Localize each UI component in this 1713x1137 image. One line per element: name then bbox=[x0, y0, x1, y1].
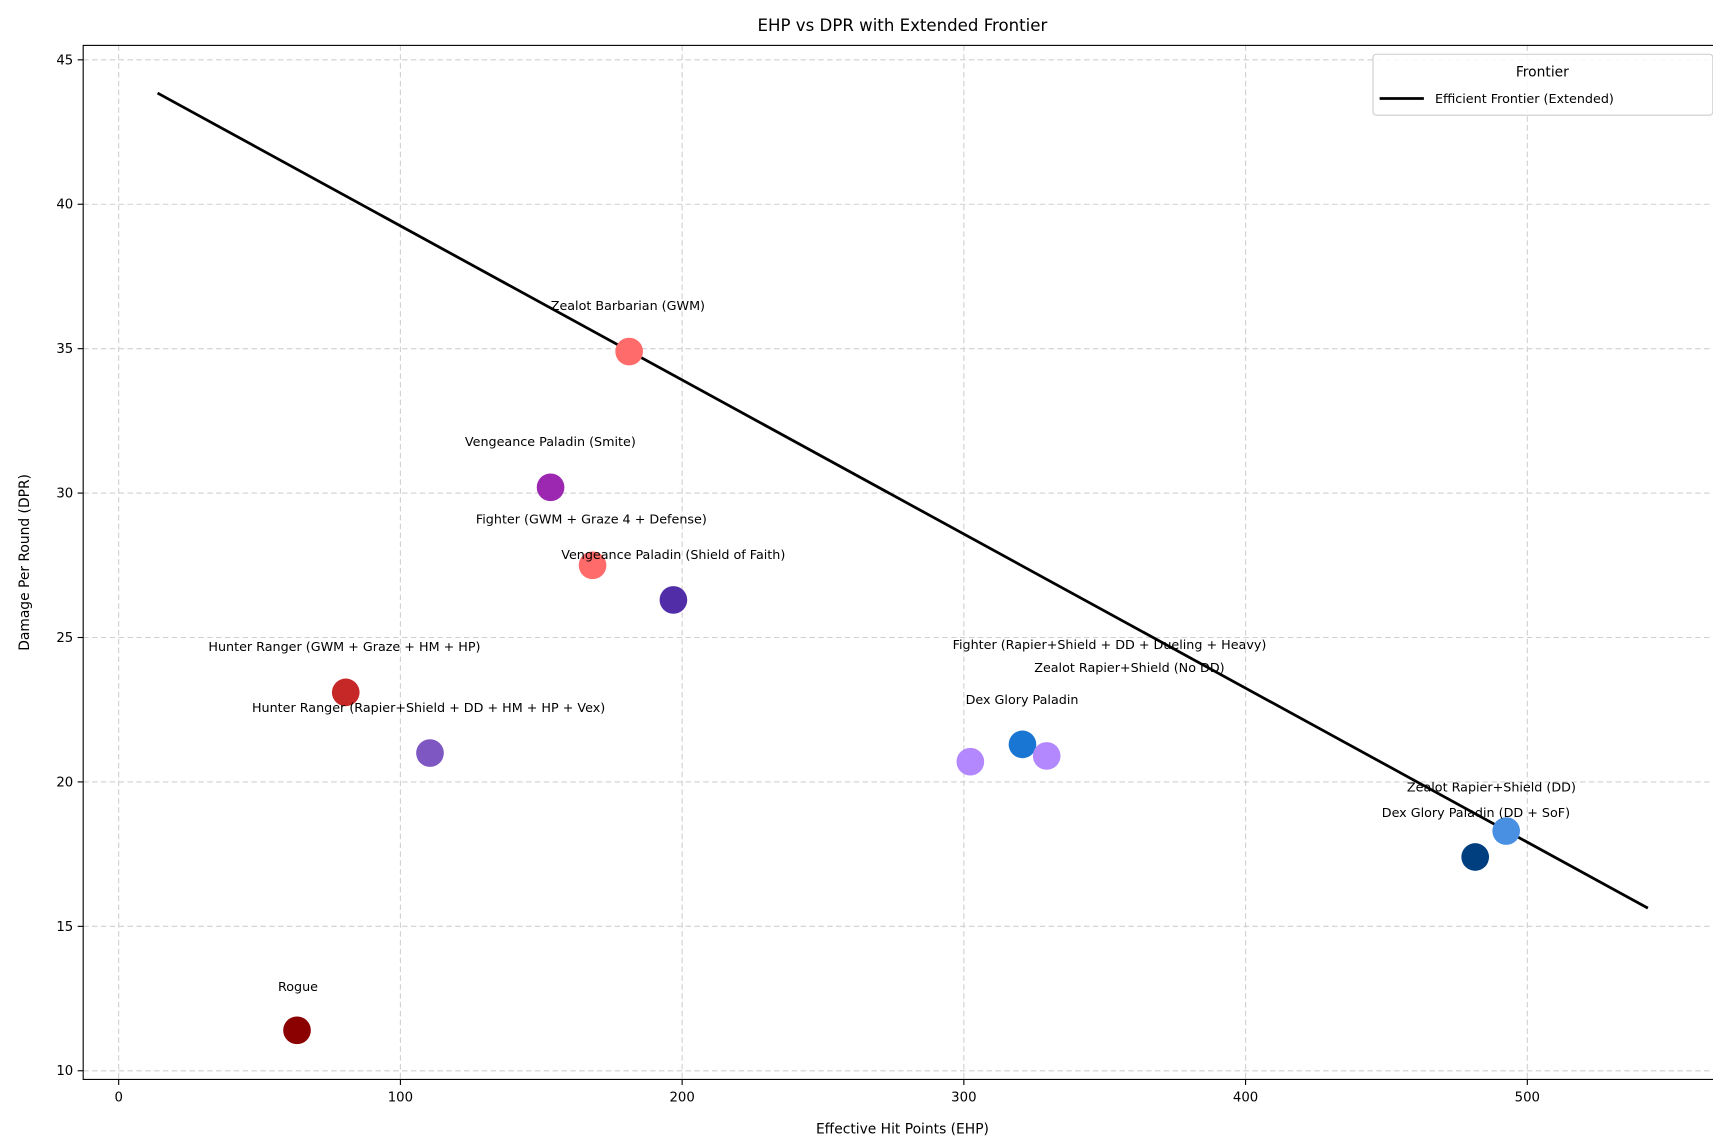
data-point bbox=[331, 678, 360, 707]
x-axis-label: Effective Hit Points (EHP) bbox=[816, 1122, 989, 1137]
point-label: Fighter (Rapier+Shield + DD + Dueling + … bbox=[953, 638, 1267, 653]
y-tick-label: 45 bbox=[56, 53, 73, 68]
point-label: Hunter Ranger (GWM + Graze + HM + HP) bbox=[208, 640, 480, 655]
data-point bbox=[536, 473, 565, 502]
y-tick-label: 30 bbox=[56, 487, 73, 502]
y-tick-label: 15 bbox=[56, 920, 73, 935]
x-tick-label: 400 bbox=[1233, 1091, 1258, 1106]
point-label: Zealot Barbarian (GWM) bbox=[551, 299, 705, 314]
x-tick-label: 0 bbox=[114, 1091, 122, 1106]
point-label: Rogue bbox=[278, 980, 318, 995]
data-point bbox=[1008, 730, 1037, 759]
data-point bbox=[578, 551, 607, 580]
points-layer bbox=[283, 337, 1521, 1045]
point-label: Dex Glory Paladin bbox=[966, 693, 1079, 708]
chart-title: EHP vs DPR with Extended Frontier bbox=[758, 16, 1048, 35]
point-label: Vengeance Paladin (Shield of Faith) bbox=[561, 548, 785, 563]
x-tick-label: 500 bbox=[1515, 1091, 1540, 1106]
ticks-layer: 0 100 200 300 400 500 10 15 20 25 30 35 40 45 bbox=[56, 53, 1540, 1105]
point-label: Hunter Ranger (Rapier+Shield + DD + HM +… bbox=[252, 701, 605, 716]
x-tick-label: 200 bbox=[669, 1091, 694, 1106]
data-point bbox=[956, 747, 985, 776]
legend-title: Frontier bbox=[1516, 64, 1569, 80]
labels-layer: Rogue Hunter Ranger (GWM + Graze + HM + H… bbox=[208, 299, 1576, 995]
y-axis-label: Damage Per Round (DPR) bbox=[17, 474, 33, 651]
y-tick-label: 40 bbox=[56, 198, 73, 213]
y-tick-label: 10 bbox=[56, 1064, 73, 1079]
data-point bbox=[416, 739, 444, 767]
y-tick-label: 25 bbox=[56, 631, 73, 646]
frontier-line bbox=[156, 91, 1649, 910]
data-point bbox=[283, 1016, 311, 1045]
point-label: Vengeance Paladin (Smite) bbox=[465, 435, 636, 450]
point-label: Dex Glory Paladin (DD + SoF) bbox=[1382, 806, 1570, 821]
data-point bbox=[659, 586, 688, 614]
data-point bbox=[1461, 843, 1490, 871]
grid bbox=[83, 45, 1713, 1080]
point-label: Fighter (GWM + Graze 4 + Defense) bbox=[476, 513, 707, 528]
legend-entry: Efficient Frontier (Extended) bbox=[1435, 92, 1614, 107]
y-tick-label: 35 bbox=[56, 342, 73, 357]
frontier-layer bbox=[156, 91, 1649, 910]
y-tick-label: 20 bbox=[56, 775, 73, 790]
x-tick-label: 300 bbox=[951, 1091, 976, 1106]
plot-frame bbox=[82, 44, 1713, 1080]
point-label: Zealot Rapier+Shield (DD) bbox=[1407, 781, 1576, 796]
data-point bbox=[615, 337, 644, 366]
data-point bbox=[1492, 817, 1521, 845]
x-tick-label: 100 bbox=[388, 1091, 413, 1106]
legend: Frontier Efficient Frontier (Extended) bbox=[1372, 53, 1713, 116]
point-label: Zealot Rapier+Shield (No DD) bbox=[1034, 661, 1224, 676]
data-point bbox=[1032, 742, 1061, 770]
